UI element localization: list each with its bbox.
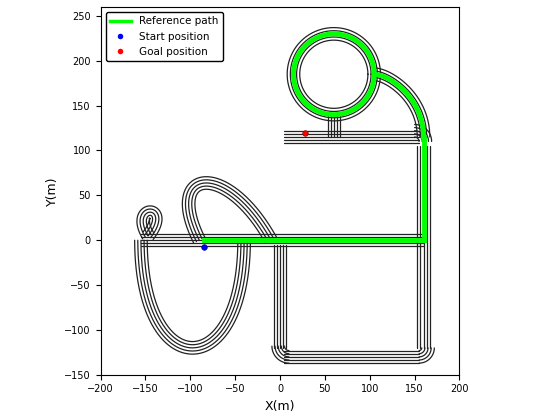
Legend: Reference path, Start position, Goal position: Reference path, Start position, Goal pos…	[106, 12, 223, 61]
X-axis label: X(m): X(m)	[265, 400, 295, 413]
Y-axis label: Y(m): Y(m)	[46, 176, 59, 206]
